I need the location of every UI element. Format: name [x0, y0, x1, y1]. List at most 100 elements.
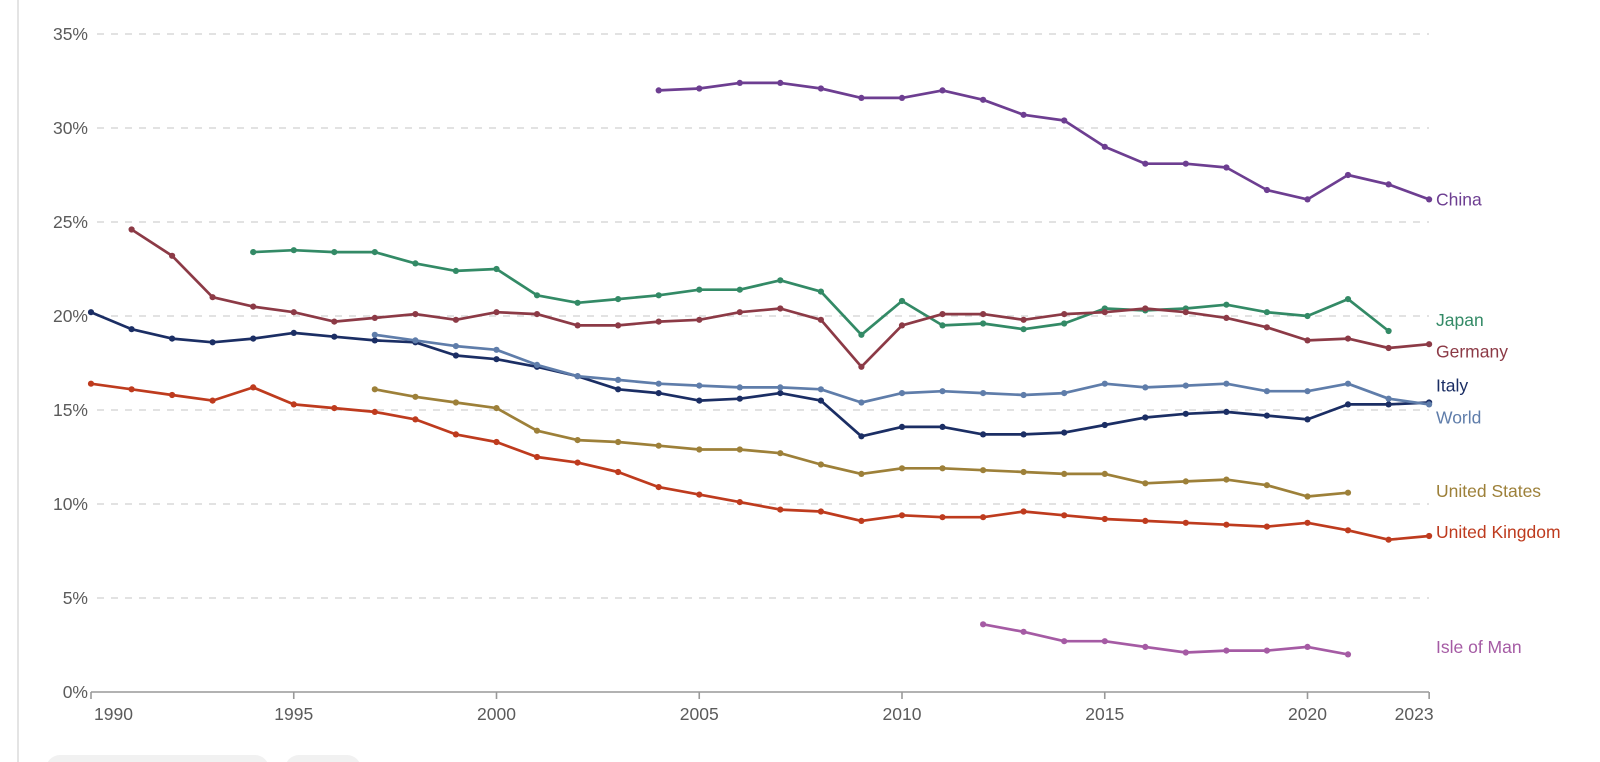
series-point-isle-of-man-2020[interactable]: [1304, 643, 1311, 651]
series-point-united-kingdom-1994[interactable]: [250, 384, 257, 391]
series-point-italy-1996[interactable]: [331, 333, 338, 340]
bottom-control-right-button[interactable]: [285, 755, 361, 762]
series-point-united-kingdom-2020[interactable]: [1304, 519, 1311, 526]
series-point-united-states-2017[interactable]: [1182, 478, 1189, 485]
series-point-japan-2003[interactable]: [615, 296, 622, 303]
series-point-united-kingdom-1998[interactable]: [412, 416, 419, 423]
series-point-italy-1995[interactable]: [290, 329, 297, 336]
series-point-isle-of-man-2017[interactable]: [1182, 649, 1189, 656]
series-point-germany-2010[interactable]: [898, 322, 906, 329]
series-point-united-kingdom-2004[interactable]: [655, 484, 662, 491]
series-label-isle-of-man[interactable]: Isle of Man: [1436, 637, 1522, 657]
series-point-italy-2004[interactable]: [655, 390, 662, 397]
series-label-united-states[interactable]: United States: [1436, 481, 1541, 501]
series-point-united-kingdom-2014[interactable]: [1061, 512, 1068, 519]
series-point-italy-1990[interactable]: [87, 309, 95, 316]
series-point-isle-of-man-2018[interactable]: [1223, 647, 1230, 654]
series-point-germany-1992[interactable]: [169, 252, 176, 259]
series-point-world-2016[interactable]: [1142, 384, 1149, 391]
series-point-italy-2016[interactable]: [1142, 414, 1149, 421]
series-point-united-kingdom-2021[interactable]: [1344, 527, 1352, 534]
series-point-japan-2009[interactable]: [858, 331, 865, 338]
series-point-germany-2005[interactable]: [696, 316, 703, 323]
series-point-china-2020[interactable]: [1304, 196, 1311, 203]
series-point-germany-2002[interactable]: [574, 322, 581, 329]
series-point-united-states-2014[interactable]: [1061, 470, 1068, 477]
series-point-united-kingdom-2010[interactable]: [898, 512, 906, 519]
series-point-japan-2019[interactable]: [1263, 309, 1270, 316]
series-point-world-1999[interactable]: [452, 343, 459, 350]
series-point-japan-2021[interactable]: [1344, 296, 1352, 303]
series-point-world-2004[interactable]: [655, 380, 662, 387]
series-point-germany-2000[interactable]: [493, 309, 500, 316]
series-point-china-2014[interactable]: [1061, 117, 1068, 124]
series-point-isle-of-man-2015[interactable]: [1101, 638, 1108, 645]
series-point-world-2021[interactable]: [1344, 380, 1352, 387]
series-point-united-kingdom-2008[interactable]: [817, 508, 825, 515]
series-point-world-2023[interactable]: [1426, 401, 1433, 408]
series-point-united-kingdom-2022[interactable]: [1385, 536, 1392, 543]
series-point-world-2022[interactable]: [1385, 395, 1392, 402]
series-point-germany-1994[interactable]: [250, 303, 257, 310]
series-point-china-2008[interactable]: [817, 85, 825, 92]
series-label-japan[interactable]: Japan: [1436, 310, 1484, 330]
series-point-united-states-2009[interactable]: [858, 470, 865, 477]
series-point-united-kingdom-2018[interactable]: [1223, 521, 1230, 528]
series-point-italy-2017[interactable]: [1182, 410, 1189, 417]
series-point-japan-2001[interactable]: [533, 292, 541, 299]
series-point-isle-of-man-2021[interactable]: [1344, 651, 1352, 658]
series-point-world-2003[interactable]: [615, 376, 622, 383]
series-point-world-2005[interactable]: [696, 382, 703, 389]
series-point-china-2011[interactable]: [939, 87, 946, 94]
series-point-japan-2020[interactable]: [1304, 312, 1311, 320]
series-point-world-2018[interactable]: [1223, 380, 1230, 387]
series-point-united-kingdom-1996[interactable]: [331, 405, 338, 412]
series-point-united-kingdom-2017[interactable]: [1182, 519, 1189, 526]
series-point-germany-2022[interactable]: [1385, 344, 1392, 352]
series-point-world-2000[interactable]: [493, 346, 500, 353]
series-point-japan-1999[interactable]: [452, 267, 459, 274]
series-point-germany-2009[interactable]: [858, 363, 865, 370]
series-point-germany-2020[interactable]: [1304, 337, 1311, 344]
series-point-isle-of-man-2016[interactable]: [1142, 643, 1149, 651]
series-point-united-kingdom-2016[interactable]: [1142, 517, 1149, 525]
series-point-germany-2018[interactable]: [1223, 314, 1230, 321]
series-point-world-2015[interactable]: [1101, 380, 1108, 387]
series-point-japan-2013[interactable]: [1020, 326, 1027, 333]
series-point-china-2004[interactable]: [655, 87, 662, 94]
series-point-germany-2012[interactable]: [980, 311, 987, 318]
series-point-united-kingdom-1990[interactable]: [87, 380, 95, 387]
series-point-italy-1994[interactable]: [250, 335, 257, 342]
series-point-italy-1992[interactable]: [169, 335, 176, 342]
series-point-united-states-2007[interactable]: [777, 450, 784, 457]
series-point-united-states-2013[interactable]: [1020, 468, 1027, 476]
series-point-japan-2004[interactable]: [655, 292, 662, 299]
series-point-japan-2011[interactable]: [939, 322, 946, 329]
series-point-china-2015[interactable]: [1101, 143, 1108, 150]
series-point-japan-2000[interactable]: [493, 265, 500, 273]
series-point-isle-of-man-2019[interactable]: [1263, 647, 1270, 654]
series-point-united-kingdom-2007[interactable]: [777, 506, 784, 513]
series-point-china-2009[interactable]: [858, 94, 865, 101]
series-point-isle-of-man-2012[interactable]: [980, 621, 987, 628]
series-point-united-states-1999[interactable]: [452, 399, 459, 406]
series-point-united-states-2003[interactable]: [615, 438, 622, 446]
series-point-world-2011[interactable]: [939, 388, 946, 395]
series-point-italy-1997[interactable]: [371, 337, 378, 344]
series-point-japan-1996[interactable]: [331, 249, 338, 256]
series-point-china-2005[interactable]: [696, 85, 703, 92]
series-point-world-2012[interactable]: [980, 390, 987, 397]
series-point-italy-2012[interactable]: [980, 431, 987, 438]
series-point-isle-of-man-2014[interactable]: [1061, 638, 1068, 645]
series-point-united-states-2012[interactable]: [980, 467, 987, 474]
series-point-united-states-2004[interactable]: [655, 442, 662, 449]
series-point-germany-2015[interactable]: [1101, 309, 1108, 316]
series-label-china[interactable]: China: [1436, 189, 1482, 209]
series-point-china-2010[interactable]: [898, 94, 906, 101]
series-point-united-kingdom-1993[interactable]: [209, 397, 216, 404]
series-point-world-2007[interactable]: [777, 384, 784, 391]
series-point-italy-1991[interactable]: [128, 326, 135, 333]
series-point-united-kingdom-2013[interactable]: [1020, 508, 1027, 515]
series-point-united-kingdom-1997[interactable]: [371, 408, 378, 415]
series-point-world-2001[interactable]: [533, 361, 541, 368]
